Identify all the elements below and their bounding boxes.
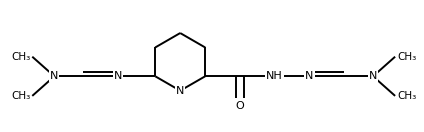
Text: N: N bbox=[305, 71, 314, 81]
Text: N: N bbox=[50, 71, 59, 81]
Text: O: O bbox=[236, 101, 244, 111]
Text: N: N bbox=[369, 71, 377, 81]
Text: CH₃: CH₃ bbox=[397, 52, 416, 62]
Text: N: N bbox=[176, 86, 184, 96]
Text: N: N bbox=[114, 71, 122, 81]
Text: CH₃: CH₃ bbox=[11, 52, 30, 62]
Text: NH: NH bbox=[266, 71, 283, 81]
Text: CH₃: CH₃ bbox=[11, 91, 30, 101]
Text: CH₃: CH₃ bbox=[397, 91, 416, 101]
